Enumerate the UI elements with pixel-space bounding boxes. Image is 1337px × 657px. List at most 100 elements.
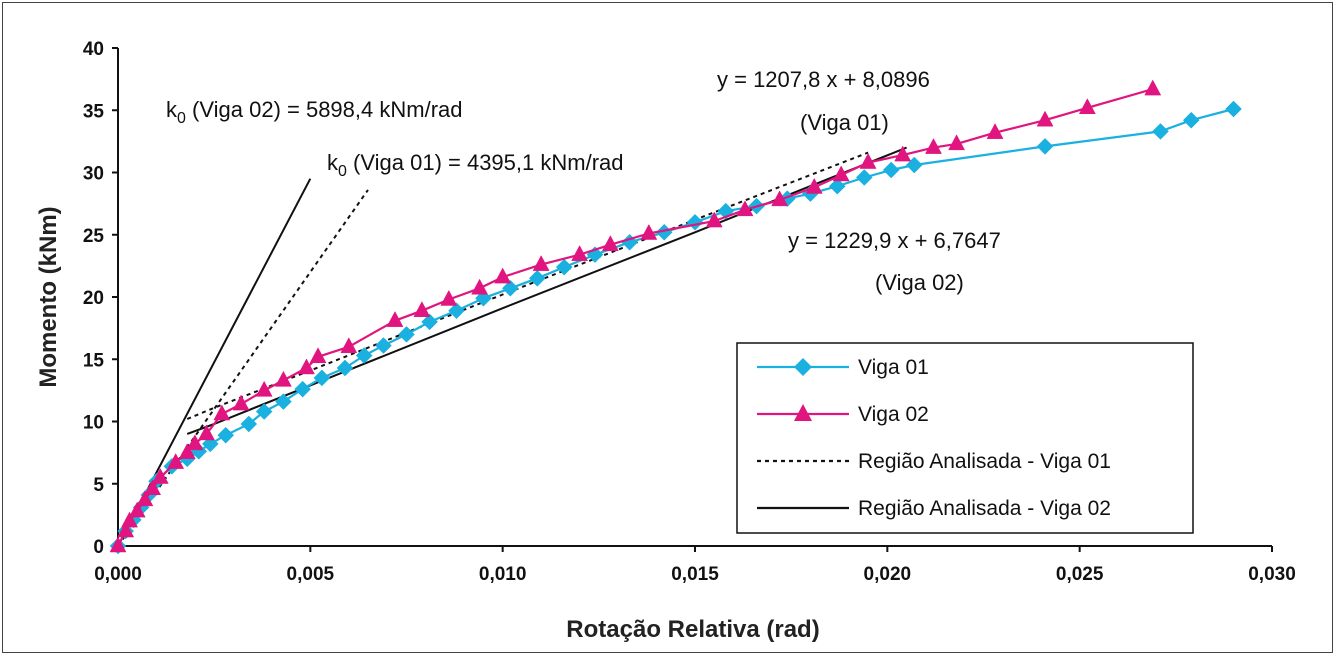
data-point-diamond (882, 161, 900, 179)
data-point-triangle (178, 443, 196, 459)
data-point-diamond (686, 213, 704, 231)
data-point-diamond (1182, 111, 1200, 129)
data-point-diamond (313, 369, 331, 387)
data-point-triangle (340, 337, 358, 354)
annotation-eq2label: (Viga 02) (875, 270, 964, 295)
data-point-diamond (294, 380, 311, 398)
legend-entry: Região Analisada - Viga 01 (757, 450, 1111, 473)
data-point-triangle (471, 278, 489, 295)
legend: Viga 01 Viga 02 Região Analisada - Viga 01… (736, 342, 1194, 534)
data-point-diamond (217, 426, 235, 444)
data-point-triangle (309, 347, 327, 364)
x-tick-label: 0,030 (1248, 564, 1296, 585)
axes: 0 5 10 15 20 25 30 35 40 0,000 0,005 0,010 0,015 0,02… (83, 39, 1296, 585)
data-point-triangle (274, 370, 292, 387)
data-point-triangle (255, 380, 273, 397)
data-point-triangle (167, 453, 185, 469)
legend-label: Região Analisada - Viga 02 (858, 497, 1111, 520)
legend-label: Região Analisada - Viga 01 (858, 450, 1111, 473)
data-point-triangle (805, 177, 823, 194)
data-point-triangle (440, 289, 458, 306)
y-tick-label: 5 (93, 475, 104, 496)
data-point-triangle (986, 123, 1004, 139)
data-point-diamond (336, 359, 354, 377)
legend-label: Viga 02 (858, 403, 929, 426)
series-line (117, 189, 369, 547)
data-point-diamond (275, 393, 292, 410)
legend-marker-triangle (794, 404, 812, 421)
data-point-triangle (894, 145, 912, 162)
data-point-triangle (232, 394, 250, 411)
series-viga-02 (109, 79, 1162, 553)
data-point-diamond (255, 403, 273, 420)
data-point-diamond (421, 313, 438, 331)
data-point-triangle (144, 479, 162, 495)
legend-box (736, 342, 1194, 534)
data-point-triangle (117, 521, 135, 538)
data-point-diamond (1225, 100, 1242, 118)
data-point-triangle (1036, 110, 1054, 127)
data-point-diamond (528, 269, 546, 287)
annotation-eq1: y = 1207,8 x + 8,0896 (717, 67, 930, 92)
x-tick-label: 0,005 (287, 564, 335, 585)
data-point-triangle (386, 311, 404, 327)
y-tick-label: 40 (83, 39, 104, 60)
data-point-triangle (532, 255, 550, 271)
annotation-layer: k0 (Viga 02) = 5898,4 kNm/rad k0 (Viga 01… (166, 67, 1001, 295)
data-point-triangle (494, 267, 512, 284)
x-tick-label: 0,000 (94, 564, 142, 585)
legend-entry: Viga 01 (757, 356, 929, 379)
y-tick-label: 10 (83, 413, 104, 434)
y-tick-label: 30 (83, 164, 104, 185)
x-axis-title: Rotação Relativa (rad) (566, 616, 819, 643)
series-line (117, 88, 1154, 547)
data-point-triangle (859, 153, 877, 169)
data-point-diamond (555, 258, 573, 276)
y-tick-label: 25 (83, 226, 105, 247)
data-point-triangle (832, 165, 850, 182)
series-k0-viga-01- (117, 189, 369, 547)
y-tick-label: 15 (83, 350, 105, 371)
data-point-triangle (771, 190, 789, 207)
annotation-k0v01: k0 (Viga 01) = 4395,1 kNm/rad (327, 150, 624, 180)
series-layer (109, 79, 1242, 555)
data-point-diamond (1036, 138, 1054, 155)
x-tick-label: 0,015 (671, 564, 719, 585)
legend-entry: Viga 02 (757, 403, 929, 426)
data-point-triangle (736, 200, 754, 217)
series-line (186, 146, 907, 435)
y-tick-label: 0 (93, 537, 104, 558)
data-point-triangle (601, 235, 619, 251)
data-point-diamond (375, 337, 392, 354)
data-point-triangle (298, 358, 315, 375)
data-point-triangle (186, 434, 204, 451)
data-point-triangle (1078, 98, 1096, 115)
data-point-diamond (828, 177, 846, 195)
annotation-k0v02: k0 (Viga 02) = 5898,4 kNm/rad (166, 97, 463, 127)
data-point-triangle (213, 404, 231, 421)
data-point-diamond (502, 279, 519, 297)
data-point-triangle (948, 134, 965, 151)
data-point-diamond (398, 325, 415, 343)
y-axis-title: Momento (kNm) (35, 206, 62, 387)
legend-label: Viga 01 (858, 356, 929, 379)
annotation-eq2: y = 1229,9 x + 6,7647 (788, 228, 1001, 253)
data-point-diamond (355, 347, 373, 364)
x-tick-label: 0,025 (1056, 564, 1104, 585)
data-point-triangle (198, 424, 215, 441)
data-point-diamond (1152, 123, 1169, 140)
data-point-diamond (855, 169, 873, 186)
legend-entry: Região Analisada - Viga 02 (757, 497, 1111, 520)
data-point-triangle (925, 138, 942, 154)
data-point-triangle (128, 501, 146, 518)
data-point-triangle (640, 223, 658, 240)
x-tick-label: 0,010 (479, 564, 527, 585)
data-point-triangle (1144, 79, 1162, 96)
data-point-triangle (109, 536, 127, 553)
x-tick-label: 0,020 (864, 564, 912, 585)
data-point-triangle (705, 211, 723, 228)
data-point-triangle (121, 511, 138, 528)
series-regi-o-analisada-viga-02 (186, 146, 907, 435)
data-point-diamond (448, 302, 465, 320)
